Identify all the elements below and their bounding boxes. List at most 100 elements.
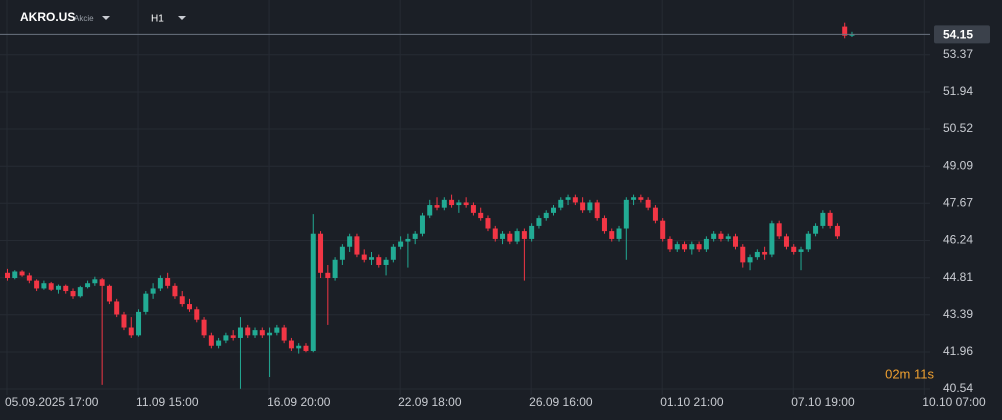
candle-body: [551, 207, 556, 213]
candle-body: [354, 236, 360, 255]
candle-body: [281, 327, 287, 341]
candle-body: [470, 205, 476, 213]
dropdown-arrow[interactable]: [102, 16, 110, 20]
candle-body: [609, 231, 615, 239]
candle-body: [157, 278, 163, 289]
candle-body: [711, 233, 717, 239]
last-price-box: [934, 25, 990, 44]
toolbar[interactable]: AKRO.US Akcie H1: [20, 10, 186, 25]
candle-body: [783, 236, 789, 247]
axes: 40.54 41.96 43.39 44.81 46.24 47.67 49.09 50.52…: [5, 25, 990, 409]
x-tick-label: 22.09 18:00: [398, 395, 462, 409]
y-tick-label: 41.96: [943, 344, 973, 358]
y-tick-label: 50.52: [943, 121, 973, 135]
candle-body: [70, 291, 76, 297]
y-tick-label: 43.39: [943, 307, 973, 321]
asset-class: Akcie: [74, 14, 94, 23]
candle-body: [325, 272, 331, 279]
candles: [0, 22, 930, 389]
candle-body: [332, 259, 338, 279]
y-tick-label: 49.09: [943, 158, 973, 172]
candle-body: [216, 340, 222, 346]
candle-body: [223, 335, 229, 341]
candle-body: [762, 251, 768, 255]
dropdown-arrow[interactable]: [178, 16, 186, 20]
symbol[interactable]: AKRO.US: [20, 10, 75, 24]
candle-body: [645, 199, 651, 208]
candle-body: [339, 246, 345, 260]
x-tick-label: 10.10 07:00: [922, 395, 986, 409]
y-tick-label: 46.24: [943, 233, 973, 247]
candle-body: [820, 212, 826, 226]
candle-body: [507, 233, 513, 242]
candle-body: [514, 231, 520, 242]
candle-body: [434, 205, 440, 208]
candle-body: [252, 330, 258, 336]
candle-body: [682, 244, 688, 250]
candle-body: [230, 335, 236, 338]
candle-body: [128, 327, 134, 336]
candle-body: [849, 34, 855, 36]
candle-body: [580, 202, 586, 211]
candle-body: [754, 251, 760, 258]
candle-body: [587, 202, 593, 211]
candle-body: [536, 218, 542, 226]
candle-body: [696, 244, 702, 250]
x-tick-label: 16.09 20:00: [267, 395, 331, 409]
candle-body: [259, 330, 265, 336]
candle-body: [667, 238, 673, 250]
candle-body: [26, 275, 32, 281]
y-tick-label: 44.81: [943, 270, 973, 284]
candle-body: [827, 212, 833, 226]
candle-body: [558, 199, 564, 208]
candle-body: [412, 233, 418, 239]
candle-body: [521, 231, 527, 239]
candle-body: [543, 212, 549, 219]
candle-body: [674, 244, 680, 250]
candle-body: [172, 285, 178, 297]
candle-body: [572, 197, 578, 203]
candle-body: [813, 225, 819, 234]
candle-body: [492, 228, 498, 239]
x-tick-label: 26.09 16:00: [529, 395, 593, 409]
candle-body: [689, 244, 695, 250]
candle-body: [419, 215, 425, 234]
candle-body: [201, 319, 207, 336]
x-tick-label: 05.09.2025 17:00: [5, 395, 99, 409]
last-price-label: 54.15: [943, 28, 973, 42]
candle-body: [114, 301, 120, 315]
candle-body: [529, 225, 535, 239]
candle-body: [296, 345, 302, 349]
candle-body: [631, 197, 637, 200]
candle-body: [776, 223, 782, 237]
candle-body: [747, 257, 753, 263]
candle-body: [187, 304, 192, 310]
candle-body: [267, 332, 273, 336]
timeframe[interactable]: H1: [151, 14, 164, 25]
candle-body: [194, 309, 200, 320]
candle-body: [769, 223, 775, 255]
candle-body: [106, 285, 112, 302]
candle-body: [12, 271, 18, 279]
candle-body: [623, 199, 629, 229]
candle-body: [733, 236, 738, 247]
candle-body: [34, 280, 40, 289]
candle-body: [427, 205, 433, 216]
x-tick-label: 11.09 15:00: [136, 395, 199, 409]
candle-body: [77, 287, 83, 297]
y-tick-label: 47.67: [943, 195, 973, 209]
candle-body: [179, 296, 185, 305]
candle-body: [274, 327, 280, 333]
candle-body: [136, 311, 142, 336]
candle-body: [500, 233, 506, 239]
candle-body: [594, 202, 600, 219]
y-tick-label: 51.94: [943, 84, 973, 98]
candle-body: [63, 285, 69, 292]
candle-body: [398, 241, 404, 247]
candle-body: [376, 257, 382, 265]
x-tick-label: 07.10 19:00: [791, 395, 855, 409]
candle-body: [383, 259, 389, 265]
candle-body: [616, 228, 622, 239]
